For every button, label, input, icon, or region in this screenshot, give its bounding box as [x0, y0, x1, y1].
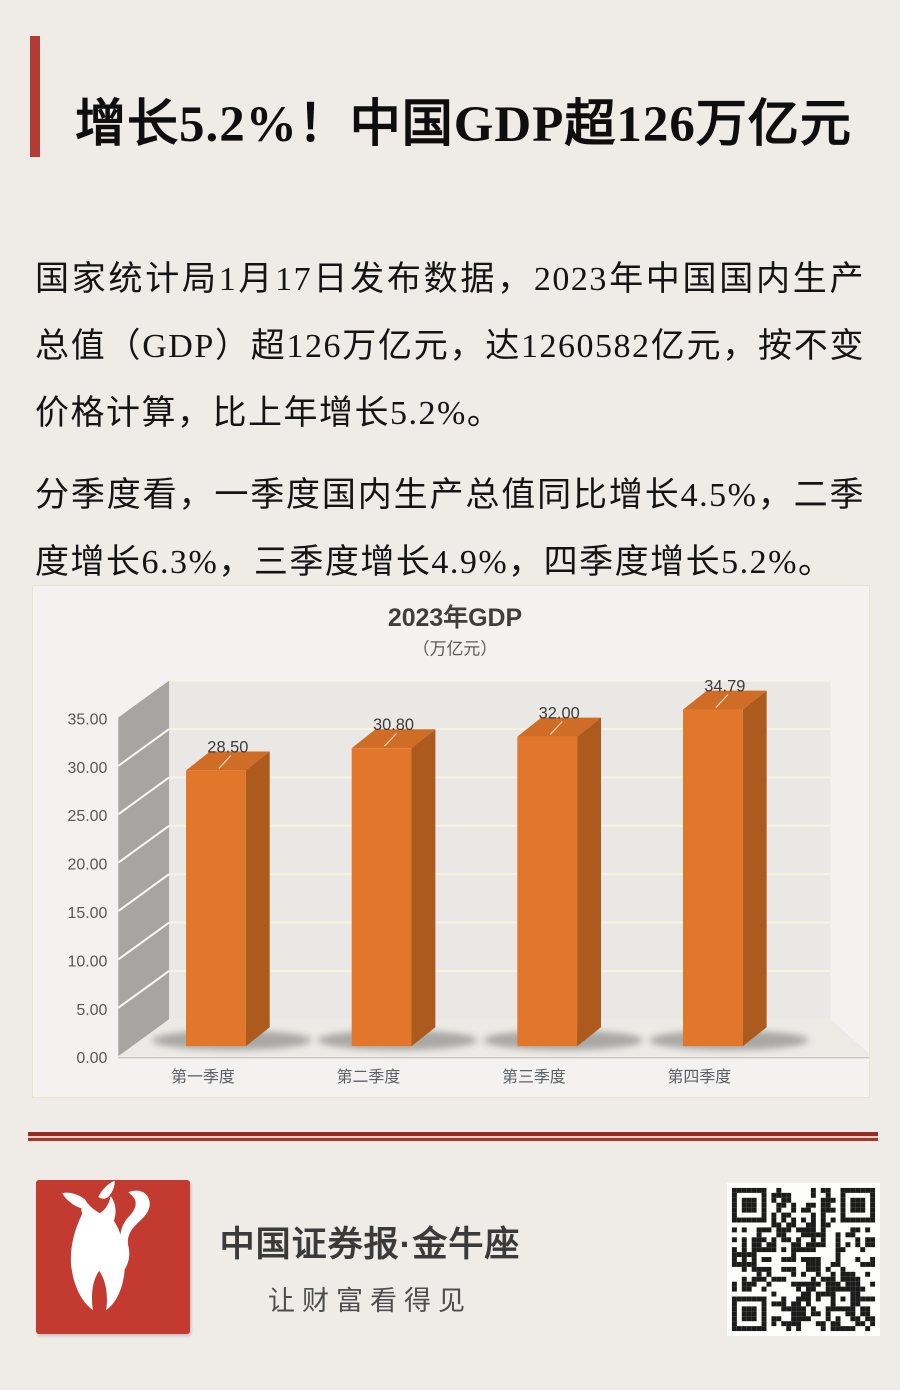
article-paragraph-2: 分季度看，一季度国内生产总值同比增长4.5%，二季度增长6.3%，三季度增长4.…	[35, 477, 865, 581]
chart-side-wall	[118, 680, 170, 1057]
y-axis-tick-label: 20.00	[68, 857, 108, 874]
y-axis-tick-label: 0.00	[76, 1050, 107, 1067]
bar-label-leader	[549, 721, 563, 735]
bar-value-label: 28.50	[207, 738, 248, 756]
category-label: 第三季度	[502, 1068, 566, 1086]
bar	[186, 770, 246, 1047]
category-label: 第一季度	[171, 1068, 235, 1086]
bar-value-label: 32.00	[539, 705, 580, 723]
y-axis-tick-label: 5.00	[76, 1002, 107, 1019]
bar-top-face	[186, 751, 270, 771]
y-axis-tick-label: 25.00	[68, 808, 108, 825]
bar-side-face	[742, 690, 767, 1047]
y-axis-tick-label: 15.00	[68, 905, 108, 922]
bar-side-face	[245, 751, 270, 1047]
wall-gridline	[117, 728, 170, 767]
page-title: 增长5.2%！中国GDP超126万亿元	[75, 97, 852, 154]
bar	[682, 709, 743, 1047]
y-axis-tick-label: 35.00	[68, 711, 108, 728]
y-axis-tick-label: 10.00	[68, 953, 108, 970]
footer-branding: 中国证券报·金牛座 让财富看得见	[190, 1216, 550, 1318]
divider-line-top	[28, 1132, 878, 1136]
divider-gap	[28, 1136, 878, 1138]
wall-gridline	[117, 970, 170, 1009]
bar-side-face	[411, 729, 436, 1047]
y-axis-tick-label: 30.00	[68, 760, 108, 777]
bar-side-face	[577, 717, 602, 1047]
bar-value-label: 30.80	[373, 716, 414, 734]
brand-name: 中国证券报·金牛座	[219, 1225, 521, 1264]
bar-top-face	[517, 717, 602, 737]
category-label: 第四季度	[667, 1068, 731, 1086]
headline-accent-bar	[30, 36, 40, 157]
article-paragraph-1: 国家统计局1月17日发布数据，2023年中国国内生产总值（GDP）超126万亿元…	[35, 261, 865, 432]
bar-value-label: 34.79	[704, 678, 745, 696]
wall-gridline	[117, 824, 170, 864]
qr-code-pattern	[727, 1183, 880, 1336]
bar-label-leader	[218, 755, 232, 769]
chart-title: 2023年GDP	[388, 603, 522, 632]
bull-icon	[62, 1180, 150, 1311]
footer-divider	[28, 1132, 878, 1141]
chart-subtitle: （万亿元）	[413, 640, 498, 659]
bar	[351, 748, 412, 1047]
qr-code	[727, 1183, 880, 1336]
divider-line-bottom	[28, 1138, 878, 1141]
brand-tagline: 让财富看得见	[268, 1286, 472, 1316]
wall-gridline	[117, 776, 170, 816]
wall-gridline	[117, 921, 170, 961]
wall-gridline	[117, 873, 170, 912]
gdp-bar-chart: 28.50 30.80 32.00 34.79 0.00 5.00 10.00 15.00 20…	[68, 603, 869, 1086]
bar-label-leader	[384, 732, 397, 747]
bull-logo	[36, 1180, 190, 1334]
gdp-chart-panel: 28.50 30.80 32.00 34.79 0.00 5.00 10.00 15.00 20…	[32, 585, 870, 1098]
bar-top-face	[351, 729, 436, 749]
bar-top-face	[682, 690, 767, 710]
category-label: 第二季度	[337, 1068, 401, 1086]
bar-label-leader	[715, 694, 729, 708]
bar	[517, 736, 578, 1047]
